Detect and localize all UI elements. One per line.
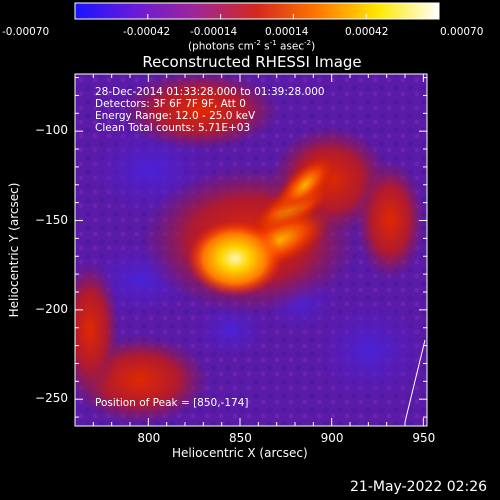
colorbar-tick-label: 0.00014 [265,26,309,38]
solar-limb-line [404,339,426,423]
colorbar-gradient [74,2,440,20]
colorbar-tick-label: -0.00070 [2,26,50,38]
y-tick-label: −250 [35,391,68,406]
x-axis-label: Heliocentric X (arcsec) [172,446,308,460]
x-tick-label: 900 [320,431,344,445]
chart-title: Reconstructed RHESSI Image [142,53,362,71]
plot-frame [74,73,428,427]
colorbar-tick-label: -0.00042 [123,26,171,38]
peak-position-text: Position of Peak = [850,-174] [95,397,249,409]
colorbar-units: (photons cm-2 s-1 asec-2) [188,39,316,53]
colorbar-tick-label: -0.00014 [190,26,238,38]
x-tick-label: 850 [229,431,252,445]
colorbar-ticks [74,14,440,19]
axis-ticks [75,74,427,426]
energy-range-text: Energy Range: 12.0 - 25.0 keV [95,110,256,122]
clean-counts-text: Clean Total counts: 5.71E+03 [95,122,251,134]
timestamp: 21-May-2022 02:26 [350,479,488,495]
y-tick-label: −150 [35,212,68,227]
x-tick-label: 800 [137,431,161,445]
x-tick-label: 950 [412,431,436,445]
colorbar-tick-label: 0.00042 [345,26,389,38]
detectors-text: Detectors: 3F 6F 7F 9F, Att 0 [95,98,246,110]
heatmap-image [75,74,427,426]
colorbar-tick-label: 0.00070 [440,26,484,38]
colorbar [74,2,440,20]
y-axis-label: Heliocentric Y (arcsec) [7,182,21,318]
y-tick-label: −100 [35,123,68,138]
y-tick-label: −200 [35,301,68,316]
time-range-text: 28-Dec-2014 01:33:28.000 to 01:39:28.000 [95,86,325,98]
